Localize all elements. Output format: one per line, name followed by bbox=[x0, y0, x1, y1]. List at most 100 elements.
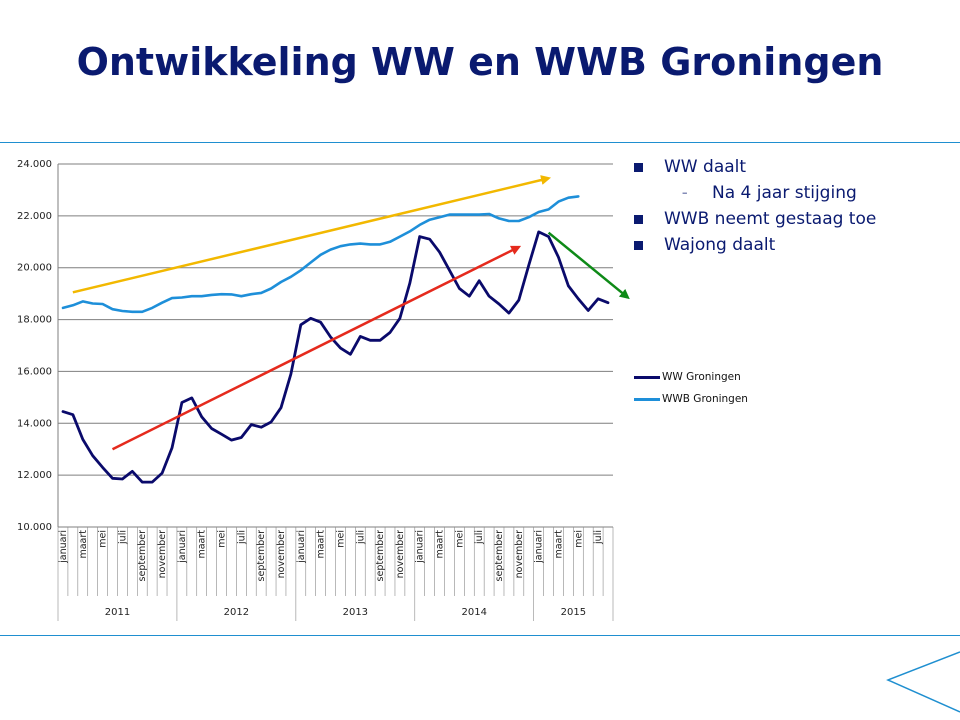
data-point bbox=[528, 264, 530, 266]
month-label: maart bbox=[78, 530, 89, 559]
data-point bbox=[567, 285, 570, 287]
bullet-item: WW daalt bbox=[632, 154, 952, 180]
data-point bbox=[577, 195, 579, 198]
month-label: september bbox=[375, 530, 386, 582]
trend-arrow bbox=[111, 245, 522, 451]
trend-arrow bbox=[72, 175, 552, 294]
month-label: januari bbox=[296, 530, 307, 564]
data-point bbox=[528, 216, 530, 218]
legend-item-wwb: WWB Groningen bbox=[634, 392, 748, 414]
data-point bbox=[191, 295, 193, 297]
y-tick-label: 24.000 bbox=[17, 159, 52, 170]
square-bullet-icon bbox=[634, 241, 643, 250]
data-point bbox=[478, 213, 480, 216]
data-point bbox=[429, 238, 431, 240]
data-point bbox=[399, 236, 401, 238]
corner-logo-shape bbox=[886, 651, 960, 713]
year-label: 2012 bbox=[224, 607, 249, 618]
data-point bbox=[161, 472, 163, 474]
month-label: maart bbox=[316, 530, 327, 559]
data-point bbox=[607, 302, 609, 304]
legend-item-ww: WW Groningen bbox=[634, 370, 748, 392]
month-label: maart bbox=[553, 530, 564, 559]
data-point bbox=[468, 295, 470, 297]
data-point bbox=[270, 287, 272, 290]
data-point bbox=[538, 211, 540, 213]
data-point bbox=[280, 281, 282, 283]
month-label: juli bbox=[593, 530, 604, 545]
y-tick-label: 14.000 bbox=[17, 418, 52, 429]
month-label: mei bbox=[335, 530, 346, 548]
data-point bbox=[121, 310, 124, 312]
y-tick-label: 22.000 bbox=[17, 211, 52, 222]
data-point bbox=[448, 213, 451, 216]
month-label: januari bbox=[177, 530, 188, 564]
month-label: januari bbox=[534, 530, 545, 564]
data-point bbox=[260, 292, 262, 294]
data-point bbox=[359, 335, 361, 338]
data-point bbox=[300, 324, 302, 326]
month-label: mei bbox=[573, 530, 584, 548]
sub-bullet-item: – Na 4 jaar stijging bbox=[632, 180, 952, 206]
data-point bbox=[399, 317, 401, 319]
data-point bbox=[508, 220, 510, 222]
data-point bbox=[508, 312, 510, 314]
month-label: september bbox=[137, 530, 148, 582]
data-point bbox=[359, 243, 361, 245]
data-point bbox=[587, 309, 589, 312]
year-label: 2015 bbox=[561, 607, 586, 618]
year-label: 2014 bbox=[462, 607, 487, 618]
data-point bbox=[488, 295, 490, 297]
y-tick-label: 12.000 bbox=[17, 470, 52, 481]
data-point bbox=[379, 339, 381, 341]
month-label: juli bbox=[236, 530, 247, 545]
data-point bbox=[181, 401, 183, 404]
month-label: mei bbox=[454, 530, 465, 548]
data-point bbox=[82, 438, 84, 440]
data-point bbox=[577, 298, 579, 300]
data-point bbox=[379, 243, 381, 245]
data-point bbox=[310, 261, 312, 264]
bottom-divider bbox=[0, 635, 960, 636]
data-point bbox=[438, 251, 441, 253]
data-point bbox=[250, 423, 252, 426]
data-point bbox=[92, 455, 94, 457]
data-point bbox=[498, 303, 500, 305]
data-point bbox=[141, 311, 143, 313]
bullet-item: Wajong daalt bbox=[632, 232, 952, 258]
bullet-text: WWB neemt gestaag toe bbox=[664, 209, 877, 229]
data-point bbox=[567, 197, 570, 199]
data-point bbox=[230, 439, 233, 441]
data-point bbox=[171, 447, 173, 449]
month-label: mei bbox=[98, 530, 109, 548]
data-point bbox=[597, 298, 599, 300]
data-point bbox=[220, 293, 223, 295]
data-point bbox=[329, 248, 332, 251]
data-point bbox=[300, 269, 302, 271]
data-point bbox=[82, 300, 84, 303]
data-point bbox=[260, 426, 262, 428]
month-label: januari bbox=[58, 530, 69, 564]
month-label: november bbox=[514, 530, 525, 578]
data-point bbox=[488, 213, 490, 215]
data-point bbox=[101, 303, 104, 305]
data-point bbox=[419, 236, 421, 238]
slide-title: Ontwikkeling WW en WWB Groningen bbox=[76, 40, 884, 84]
month-label: maart bbox=[197, 530, 208, 559]
y-tick-label: 16.000 bbox=[17, 366, 52, 377]
data-point bbox=[547, 208, 550, 210]
data-point bbox=[62, 307, 64, 309]
y-tick-label: 20.000 bbox=[17, 263, 52, 274]
month-label: september bbox=[256, 530, 267, 582]
data-point bbox=[409, 230, 411, 233]
data-point bbox=[230, 293, 233, 296]
legend-label: WW Groningen bbox=[662, 371, 741, 383]
month-label: november bbox=[157, 530, 168, 578]
data-point bbox=[498, 217, 500, 220]
month-label: september bbox=[494, 530, 505, 582]
data-point bbox=[310, 317, 312, 319]
month-label: juli bbox=[474, 530, 485, 545]
data-point bbox=[111, 308, 114, 310]
legend-label: WWB Groningen bbox=[662, 393, 748, 405]
data-point bbox=[201, 295, 203, 297]
